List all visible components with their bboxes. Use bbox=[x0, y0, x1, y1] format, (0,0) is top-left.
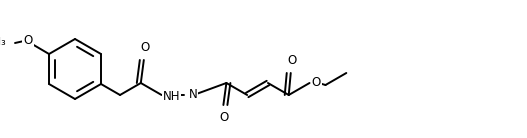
Text: N: N bbox=[189, 88, 197, 102]
Text: CH₃: CH₃ bbox=[0, 37, 6, 47]
Text: O: O bbox=[140, 41, 150, 54]
Text: O: O bbox=[220, 111, 229, 124]
Text: O: O bbox=[23, 34, 33, 47]
Text: NH: NH bbox=[163, 91, 180, 104]
Text: O: O bbox=[311, 76, 321, 90]
Text: O: O bbox=[287, 54, 296, 67]
